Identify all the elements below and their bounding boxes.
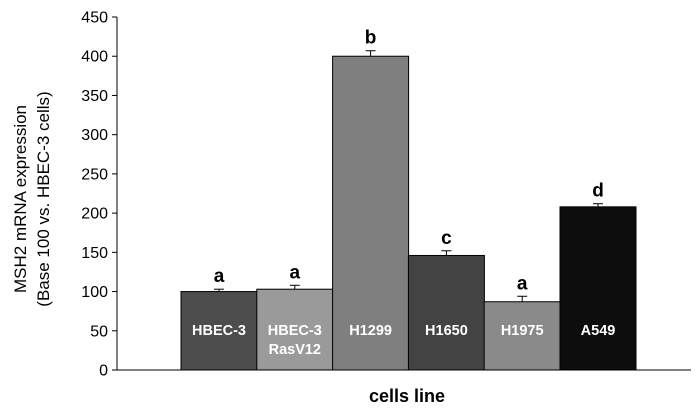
significance-label: a [517,273,528,294]
x-axis-title: cells line [369,386,445,406]
significance-label: a [290,262,301,283]
y-tick-label: 450 [81,10,108,27]
category-label: HBEC-3 [268,323,322,339]
bar [559,206,637,371]
y-tick-label: 100 [81,284,108,301]
y-tick-label: 150 [81,245,108,262]
y-tick-label: 50 [90,323,108,340]
y-tick-label: 250 [81,166,108,183]
y-axis-title: MSH2 mRNA expression (Base 100 vs. HBEC-… [11,91,53,306]
y-tick-label: 300 [81,127,108,144]
category-label: H1650 [425,323,468,339]
y-tick-label: 350 [81,88,108,105]
y-tick-label: 200 [81,206,108,223]
category-label: HBEC-3 [192,323,246,339]
category-label: H1975 [501,323,544,339]
y-axis-title-line-1: MSH2 mRNA expression [11,105,30,293]
plot-area: 0 50 100 150 200 250 300 350 400 450 a HBEC-3 a HBEC-… [81,10,691,380]
significance-label: a [214,266,225,287]
significance-label: d [592,181,604,202]
y-tick-label: 0 [99,363,108,380]
y-tick-label: 400 [81,49,108,66]
bar [180,291,258,371]
category-label: A549 [581,323,616,339]
significance-label: b [365,28,377,49]
y-axis-title-line-2: (Base 100 vs. HBEC-3 cells) [34,91,53,306]
category-label: H1299 [349,323,392,339]
bar [332,55,410,371]
bar [407,254,485,371]
category-label: RasV12 [269,342,321,358]
significance-label: c [441,228,452,249]
